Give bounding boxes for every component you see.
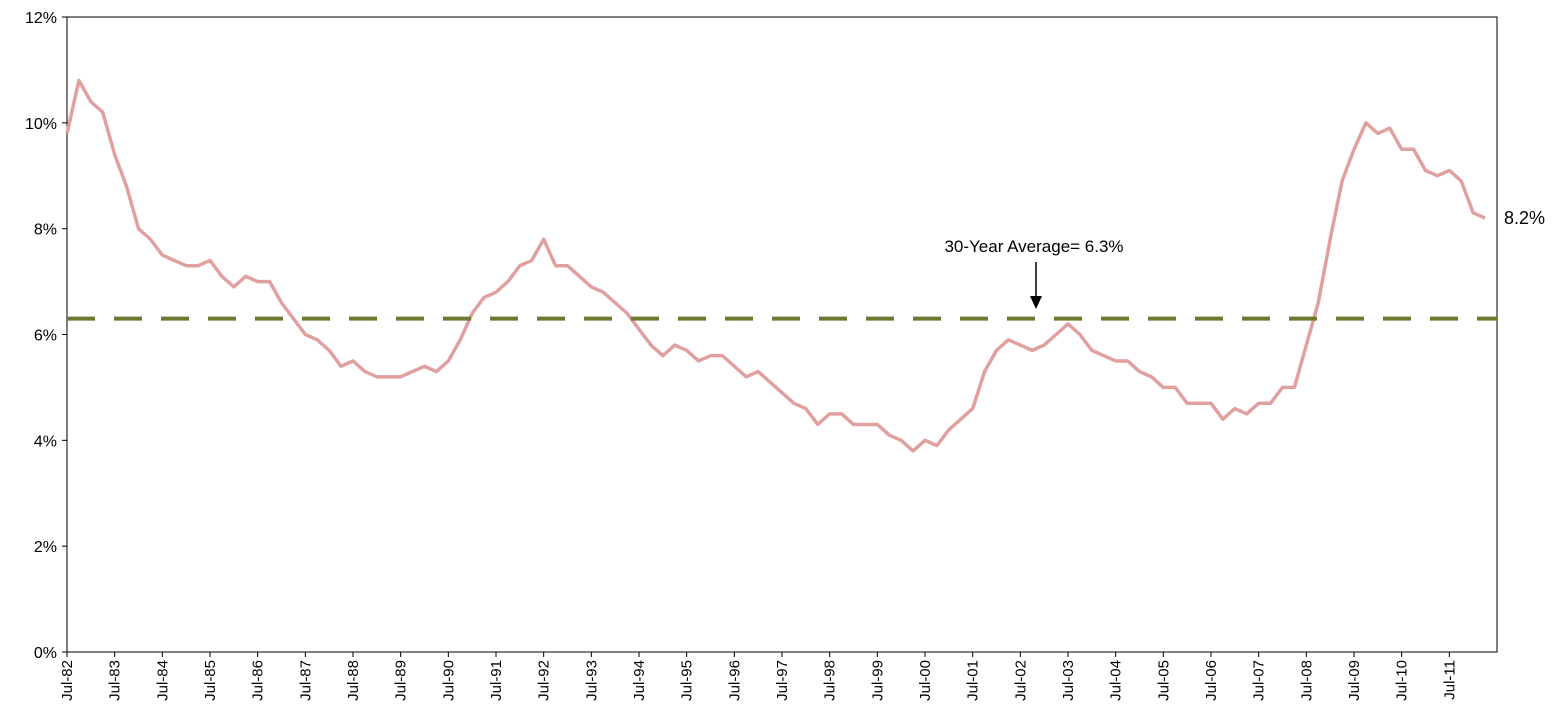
annotation: 30-Year Average= 6.3%	[944, 237, 1123, 256]
x-tick-label: Jul-96	[726, 660, 743, 701]
x-tick-label: Jul-88	[345, 660, 362, 701]
plot-frame	[66, 16, 1498, 653]
y-tick-label: 12%	[25, 10, 57, 27]
x-tick-label: Jul-06	[1203, 660, 1220, 701]
x-tick-label: Jul-97	[774, 660, 791, 701]
x-tick-label: Jul-99	[869, 660, 886, 701]
y-tick-label: 8%	[34, 222, 57, 239]
x-tick-label: Jul-07	[1251, 660, 1268, 701]
x-tick-label: Jul-95	[679, 660, 696, 701]
x-tick-label: Jul-86	[250, 660, 267, 701]
x-tick-label: Jul-92	[536, 660, 553, 701]
x-tick-label: Jul-90	[440, 660, 457, 701]
x-tick-label: Jul-02	[1012, 660, 1029, 701]
x-tick-label: Jul-84	[154, 660, 171, 701]
x-tick-label: Jul-09	[1346, 660, 1363, 701]
x-tick-label: Jul-00	[917, 660, 934, 701]
x-tick-label: Jul-93	[583, 660, 600, 701]
x-tick-label: Jul-85	[202, 660, 219, 701]
y-tick-label: 4%	[34, 433, 57, 450]
x-tick-label: Jul-04	[1108, 660, 1125, 701]
x-tick-label: Jul-94	[631, 660, 648, 701]
y-tick-label: 6%	[34, 328, 57, 345]
arrow-head	[1030, 296, 1042, 309]
y-tick-label: 2%	[34, 539, 57, 556]
x-tick-label: Jul-83	[107, 660, 124, 701]
x-tick-label: Jul-03	[1060, 660, 1077, 701]
x-tick-label: Jul-10	[1394, 660, 1411, 701]
x-tick-label: Jul-91	[488, 660, 505, 701]
x-tick-label: Jul-08	[1298, 660, 1315, 701]
x-tick-label: Jul-01	[965, 660, 982, 701]
y-tick-label: 0%	[34, 645, 57, 662]
y-tick-label: 10%	[25, 116, 57, 133]
x-tick-label: Jul-82	[59, 660, 76, 701]
end-label: 8.2%	[1504, 208, 1545, 228]
x-tick-label: Jul-98	[822, 660, 839, 701]
x-tick-label: Jul-11	[1441, 660, 1458, 700]
x-tick-label: Jul-87	[297, 660, 314, 701]
x-tick-label: Jul-89	[393, 660, 410, 701]
data-line	[65, 78, 1486, 453]
x-tick-label: Jul-05	[1155, 660, 1172, 701]
